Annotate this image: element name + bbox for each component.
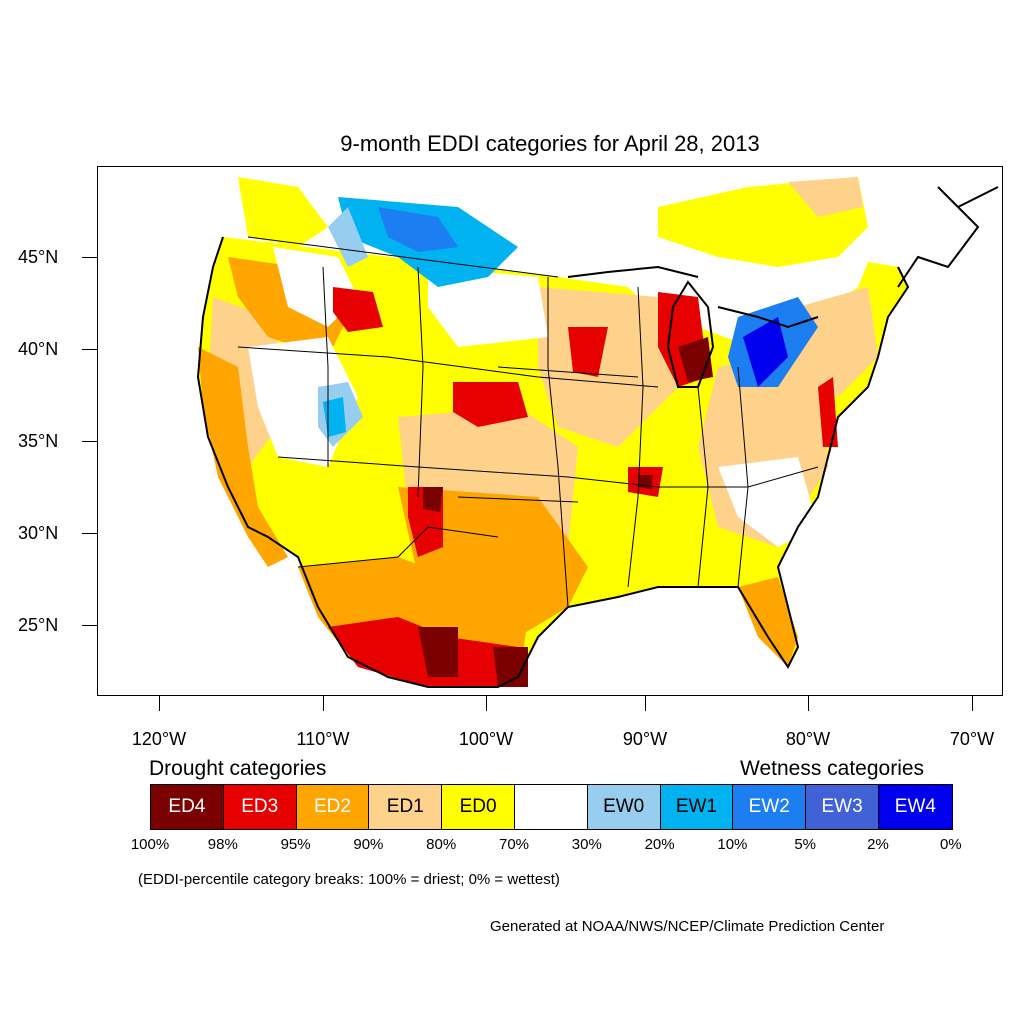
ed2-texas [398,487,588,637]
legend-box-ew0: EW0 [587,785,661,829]
map-graphic [196,177,999,688]
category-breaks-note: (EDDI-percentile category breaks: 100% =… [138,871,560,888]
legend-box-ed4: ED4 [151,785,224,829]
lat-tick-35 [82,441,97,442]
lon-label-70: 70°W [949,729,995,749]
percent-break-label: 95% [280,836,311,853]
legend-box-ed2: ED2 [296,785,370,829]
wet-canada-west-dark [378,207,458,252]
lon-tick-90 [645,696,646,711]
lon-tick-80 [808,696,809,711]
percent-break-label: 70% [498,836,530,853]
ed3-wisconsin [568,327,608,377]
lon-label-110: 110°W [296,729,350,749]
lat-tick-45 [82,257,97,258]
percent-break-label: 5% [794,836,817,853]
wet-canada-light [328,207,368,267]
legend-box-ew1: EW1 [660,785,734,829]
percent-break-label: 10% [717,836,748,853]
canada-tan-east [788,177,863,217]
ed3-kansas-nebraska [453,382,528,427]
map-panel [97,166,1003,696]
legend-box-ed3: ED3 [223,785,297,829]
ed3-midatlantic [818,377,838,447]
legend-box-ew3: EW3 [806,785,879,829]
legend-box-ed1: ED1 [369,785,443,829]
lon-tick-70 [972,696,973,711]
legend-box-ed0: ED0 [442,785,515,829]
percent-break-label: 20% [644,836,675,853]
drought-categories-title: Drought categories [149,757,327,780]
lat-label-25: 25°N [18,615,59,635]
normal-southeast [718,457,818,547]
percent-break-label: 2% [867,836,889,853]
percent-break-label: 98% [207,836,238,853]
ed1-northeast [798,287,878,397]
credit-line: Generated at NOAA/NWS/NCEP/Climate Predi… [490,918,885,935]
lat-tick-40 [82,349,97,350]
lon-tick-120 [159,696,160,711]
legend-box-ew2: EW2 [733,785,807,829]
percent-break-label: 30% [571,836,602,853]
ed2-florida [738,577,798,667]
ed3-montana [333,287,383,332]
lon-label-120: 120°W [131,729,187,749]
lat-tick-25 [82,625,97,626]
wet-great-lakes-dark [743,317,788,387]
ed4-mexico-b [493,647,528,687]
lon-label-80: 80°W [785,729,831,749]
normal-dakotas [428,267,548,347]
category-legend: ED4 ED3 ED2 ED1 ED0 EW0 EW1 EW2 EW3 EW4 [150,784,953,830]
lat-label-35: 35°N [18,431,59,451]
percent-break-label: 0% [939,836,962,853]
lon-tick-100 [486,696,487,711]
lon-tick-110 [323,696,324,711]
map-title: 9-month EDDI categories for April 28, 20… [340,131,760,156]
lat-label-45: 45°N [18,247,59,267]
ed2-california [198,347,288,567]
lat-label-40: 40°N [18,339,59,359]
wet-colorado-mid [323,397,346,437]
wetness-categories-title: Wetness categories [740,757,925,780]
legend-box-ew4: EW4 [878,785,952,829]
canada-yellow-west [238,177,328,247]
ed4-mexico-a [418,627,458,677]
percent-break-label: 80% [426,836,457,853]
percent-break-label: 100% [130,836,170,853]
coastlines [196,186,999,688]
lon-label-90: 90°W [622,729,668,749]
percent-break-label: 90% [353,836,384,853]
lat-tick-30 [82,533,97,534]
state-borders [237,236,819,608]
lat-label-30: 30°N [18,523,59,543]
lon-label-100: 100°W [458,729,514,749]
legend-box-normal [514,785,588,829]
ed4-missouri [638,475,653,489]
ed4-newmexico [423,487,443,512]
